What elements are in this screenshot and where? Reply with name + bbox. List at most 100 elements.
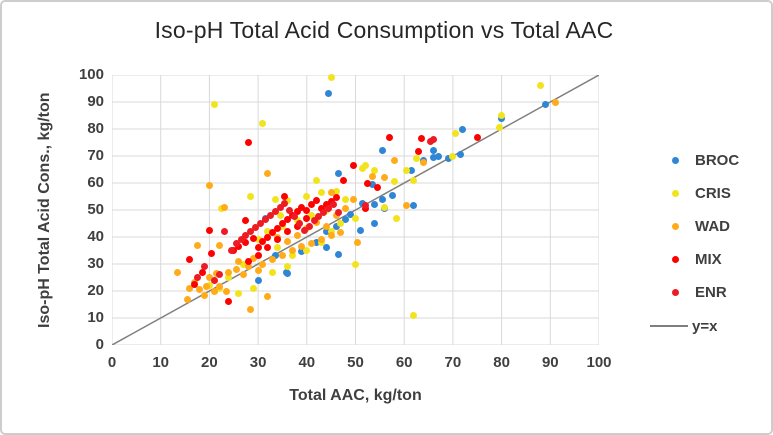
data-point-wad [205, 182, 213, 190]
data-point-wad [327, 232, 335, 240]
y-tick-label: 70 [87, 147, 104, 164]
data-point-wad [283, 237, 291, 245]
y-tick-label: 90 [87, 93, 104, 110]
data-point-wad [317, 236, 325, 244]
data-point-enr [295, 220, 303, 227]
data-point-wad [349, 195, 357, 203]
data-point-wad [186, 284, 194, 292]
data-point-mix [235, 242, 243, 250]
data-point-cris [235, 290, 243, 298]
data-point-enr [286, 206, 294, 214]
y-tick-label: 30 [87, 255, 104, 272]
data-point-cris [359, 164, 367, 172]
data-point-wad [390, 156, 398, 164]
data-point-mix [332, 194, 340, 202]
data-point-broc [388, 191, 396, 199]
x-tick-label: 70 [444, 354, 462, 371]
data-point-cris [210, 101, 218, 109]
data-point-cris [390, 178, 398, 186]
legend-dot-broc [672, 156, 679, 164]
data-point-wad [278, 252, 286, 260]
legend-dot-mix [672, 255, 679, 263]
x-tick-label: 80 [493, 354, 510, 371]
data-point-mix [386, 133, 394, 141]
data-point-mix [198, 268, 206, 276]
y-tick-label: 0 [95, 336, 104, 353]
x-tick-label: 50 [347, 354, 364, 371]
data-point-mix [274, 236, 282, 244]
data-point-wad [254, 267, 262, 275]
legend-item-broc: BROC [672, 150, 739, 170]
data-point-cris [303, 193, 311, 200]
data-point-mix [264, 244, 272, 252]
data-point-wad [222, 287, 230, 295]
data-point-cris [342, 195, 350, 203]
data-point-mix [339, 176, 347, 184]
data-point-mix [283, 215, 291, 223]
data-point-cris [247, 193, 255, 200]
data-point-broc [322, 244, 330, 252]
data-point-enr [310, 217, 318, 225]
data-point-enr [291, 213, 299, 221]
data-point-mix [191, 280, 199, 288]
data-point-cris [337, 220, 345, 227]
data-point-cris [259, 120, 267, 128]
legend-label-mix: MIX [695, 250, 722, 268]
data-point-wad [342, 205, 350, 213]
data-point-enr [266, 211, 274, 219]
data-point-wad [174, 268, 182, 276]
data-point-enr [247, 228, 255, 236]
data-point-enr [210, 276, 218, 284]
data-point-mix [278, 220, 286, 227]
data-point-mix [244, 139, 252, 146]
data-point-wad [381, 174, 389, 182]
data-point-cris [249, 284, 257, 292]
y-tick-label: 80 [87, 120, 104, 137]
data-point-broc [298, 248, 306, 256]
data-point-cris [264, 228, 272, 236]
data-point-wad [193, 241, 201, 249]
data-point-mix [322, 201, 330, 209]
data-point-wad [205, 274, 213, 281]
data-point-enr [325, 205, 333, 213]
y-tick-label: 40 [87, 228, 104, 245]
legend-label-broc: BROC [695, 151, 740, 169]
data-point-wad [244, 263, 252, 271]
data-point-wad [203, 283, 211, 291]
data-point-mix [298, 203, 306, 211]
data-point-wad [183, 295, 191, 303]
data-point-broc [371, 220, 379, 227]
data-point-mix [373, 183, 381, 191]
data-point-enr [242, 232, 250, 240]
chart-legend: BROC CRIS WAD MIX ENR y=x [650, 2, 771, 433]
data-point-mix [259, 237, 267, 245]
data-point-mix [225, 298, 233, 306]
y-tick-label: 20 [87, 282, 104, 299]
data-point-wad [232, 265, 240, 273]
data-point-enr [361, 202, 369, 210]
legend-item-wad: WAD [672, 216, 730, 236]
legend-label-enr: ENR [695, 283, 727, 301]
data-point-broc [254, 276, 262, 284]
data-point-broc [456, 151, 464, 159]
data-point-mix [281, 193, 289, 200]
legend-dot-enr [672, 288, 679, 296]
data-point-mix [205, 226, 213, 234]
data-point-broc [369, 180, 377, 188]
data-point-cris [403, 167, 411, 175]
data-point-broc [313, 238, 321, 246]
data-point-broc [459, 125, 467, 133]
data-point-wad [327, 188, 335, 196]
data-point-cris [239, 260, 247, 268]
y-tick-label: 10 [87, 309, 104, 326]
data-point-wad [298, 242, 306, 250]
data-point-cris [412, 155, 420, 163]
legend-dot-cris [672, 189, 679, 197]
data-point-cris [352, 214, 359, 222]
data-point-mix [254, 244, 262, 252]
data-point-mix [349, 161, 357, 169]
legend-line-sample [650, 325, 688, 327]
data-point-mix [308, 201, 316, 209]
data-point-cris [269, 268, 277, 276]
